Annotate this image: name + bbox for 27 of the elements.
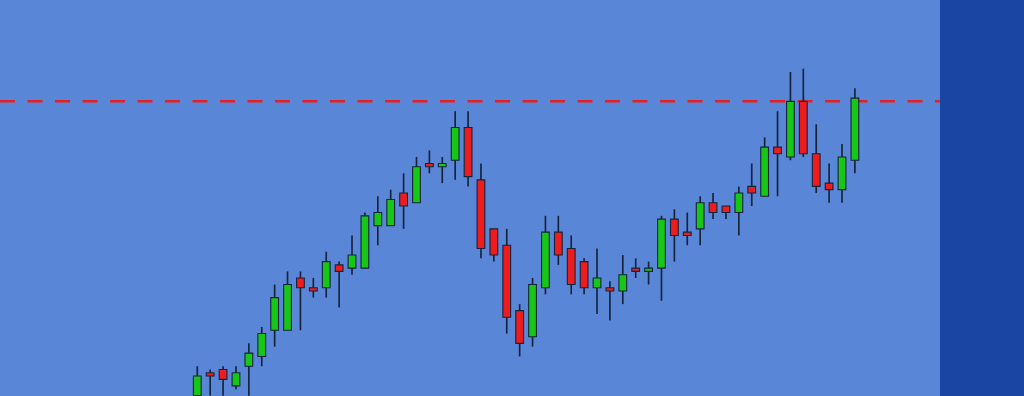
candlestick: [605, 280, 615, 322]
candlestick: [424, 149, 434, 175]
candlestick: [334, 260, 344, 309]
candlestick: [824, 162, 834, 204]
candlestick: [553, 214, 563, 266]
candlestick: [437, 156, 447, 184]
candlestick: [399, 172, 409, 230]
candlestick: [734, 185, 744, 237]
candlestick: [192, 365, 202, 396]
candlestick: [618, 254, 628, 305]
candlestick: [592, 247, 602, 315]
candlestick: [747, 162, 757, 207]
candlestick: [296, 270, 305, 332]
candlestick: [244, 342, 254, 396]
candlestick: [708, 192, 718, 220]
candlestick: [644, 260, 654, 286]
candlestick: [218, 365, 228, 396]
candlestick: [347, 234, 357, 276]
candlestick: [773, 110, 782, 198]
candlestick: [257, 326, 267, 368]
candlestick: [669, 208, 679, 263]
candlestick: [231, 365, 241, 390]
candlestick: [308, 277, 318, 299]
candlestick: [205, 368, 215, 396]
candlestick: [373, 195, 383, 247]
candlestick: [631, 257, 641, 279]
candlestick: [682, 211, 692, 247]
